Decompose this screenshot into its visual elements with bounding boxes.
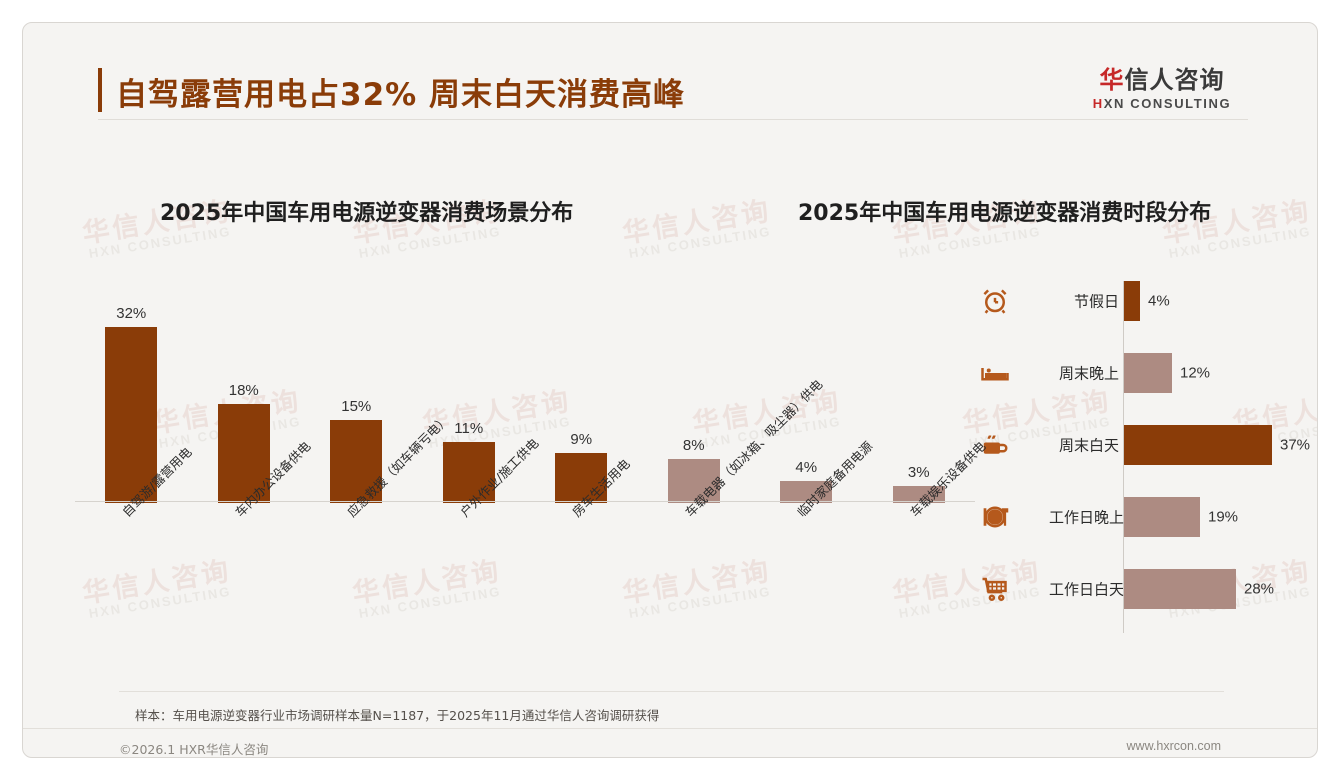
footer-divider-bottom bbox=[23, 728, 1317, 729]
timeslot-row: 周末晚上 12% bbox=[963, 353, 1283, 393]
column-group: 4% bbox=[780, 278, 833, 503]
logo-english: HXN CONSULTING bbox=[1077, 96, 1247, 111]
timeslot-label: 工作日白天 bbox=[1049, 580, 1125, 599]
left-chart-title: 2025年中国车用电源逆变器消费场景分布 bbox=[160, 201, 574, 226]
timeslot-value-label: 19% bbox=[1208, 508, 1239, 526]
right-chart-title: 2025年中国车用电源逆变器消费时段分布 bbox=[798, 201, 1212, 226]
column-bar[interactable] bbox=[555, 453, 608, 503]
left-chart-baseline bbox=[75, 501, 975, 502]
column-bar[interactable] bbox=[105, 327, 158, 503]
timeslot-label: 节假日 bbox=[1073, 292, 1119, 311]
timeslot-label: 工作日晚上 bbox=[1049, 508, 1125, 527]
timeslot-row: 节假日 4% bbox=[963, 281, 1283, 321]
footer-divider-top bbox=[119, 691, 1224, 692]
column-group: 9% bbox=[555, 278, 608, 503]
column-bar[interactable] bbox=[217, 404, 270, 503]
column-bar[interactable] bbox=[442, 442, 495, 503]
logo-cn-rest: 信人咨询 bbox=[1124, 66, 1225, 94]
bed-icon bbox=[978, 356, 1012, 390]
logo-en-red: H bbox=[1092, 96, 1104, 112]
column-group: 18% bbox=[217, 278, 270, 503]
column-bar[interactable] bbox=[667, 459, 720, 503]
column-group: 3% bbox=[892, 278, 945, 503]
timeslot-value-label: 28% bbox=[1244, 580, 1275, 598]
shopping-cart-icon bbox=[978, 572, 1012, 606]
plate-cutlery-icon bbox=[978, 500, 1012, 534]
column-value-label: 18% bbox=[228, 382, 259, 399]
column-value-label: 11% bbox=[454, 420, 484, 437]
page-title: 自驾露营用电占32% 周末白天消费高峰 bbox=[116, 77, 685, 113]
right-chart-axis bbox=[1123, 281, 1124, 633]
slide-canvas: 华信人咨询 HXN CONSULTING 华信人咨询 HXN CONSULTING 华信… bbox=[22, 22, 1318, 758]
timeslot-bar[interactable] bbox=[1124, 281, 1140, 321]
sample-note: 样本：车用电源逆变器行业市场调研样本量N=1187，于2025年11月通过华信人… bbox=[135, 708, 660, 723]
logo-chinese: 华信人咨询 bbox=[1077, 67, 1247, 93]
timeslot-label: 周末晚上 bbox=[1058, 364, 1119, 383]
timeslot-value-label: 4% bbox=[1148, 292, 1170, 310]
title-accent-bar bbox=[98, 68, 102, 112]
column-group: 8% bbox=[667, 278, 720, 503]
header-divider bbox=[98, 119, 1248, 120]
timeslot-bar[interactable] bbox=[1124, 425, 1272, 465]
website-url: www.hxrcon.com bbox=[1126, 739, 1221, 753]
column-group: 32% bbox=[105, 278, 158, 503]
logo-en-rest: XN CONSULTING bbox=[1103, 96, 1232, 112]
timeslot-value-label: 37% bbox=[1280, 436, 1311, 454]
column-bar[interactable] bbox=[780, 481, 833, 503]
column-value-label: 32% bbox=[116, 305, 147, 322]
timeslot-bar-chart: 节假日 4% 周末晚上 12% 周末白天 37% 工作日晚上 19% 工作日白天 28% bbox=[963, 281, 1310, 661]
column-value-label: 8% bbox=[682, 437, 705, 454]
company-logo: 华信人咨询 HXN CONSULTING bbox=[1077, 67, 1247, 112]
column-value-label: 15% bbox=[341, 398, 372, 415]
timeslot-bar[interactable] bbox=[1124, 353, 1172, 393]
column-group: 15% bbox=[330, 278, 383, 503]
timeslot-bar[interactable] bbox=[1124, 569, 1236, 609]
column-bar[interactable] bbox=[330, 420, 383, 503]
timeslot-row: 周末白天 37% bbox=[963, 425, 1310, 465]
timeslot-row: 工作日晚上 19% bbox=[963, 497, 1283, 537]
column-value-label: 9% bbox=[570, 431, 593, 448]
timeslot-label: 周末白天 bbox=[1058, 436, 1119, 455]
alarm-clock-icon bbox=[978, 284, 1012, 318]
timeslot-bar[interactable] bbox=[1124, 497, 1200, 537]
timeslot-value-label: 12% bbox=[1180, 364, 1211, 382]
copyright-text: ©2026.1 HXR华信人咨询 bbox=[119, 742, 269, 757]
timeslot-row: 工作日白天 28% bbox=[963, 569, 1283, 609]
column-group: 11% bbox=[442, 278, 495, 503]
coffee-cup-icon bbox=[978, 428, 1012, 462]
column-value-label: 3% bbox=[907, 464, 930, 481]
logo-cn-red: 华 bbox=[1099, 66, 1125, 94]
column-value-label: 4% bbox=[795, 459, 818, 476]
column-bar[interactable] bbox=[892, 486, 945, 503]
slide-header: 自驾露营用电占32% 周末白天消费高峰 华信人咨询 HXN CONSULTING bbox=[23, 23, 1317, 120]
scenario-column-chart: 32% 18% 15% 11% 9% 8% 4% 3% bbox=[75, 278, 975, 503]
